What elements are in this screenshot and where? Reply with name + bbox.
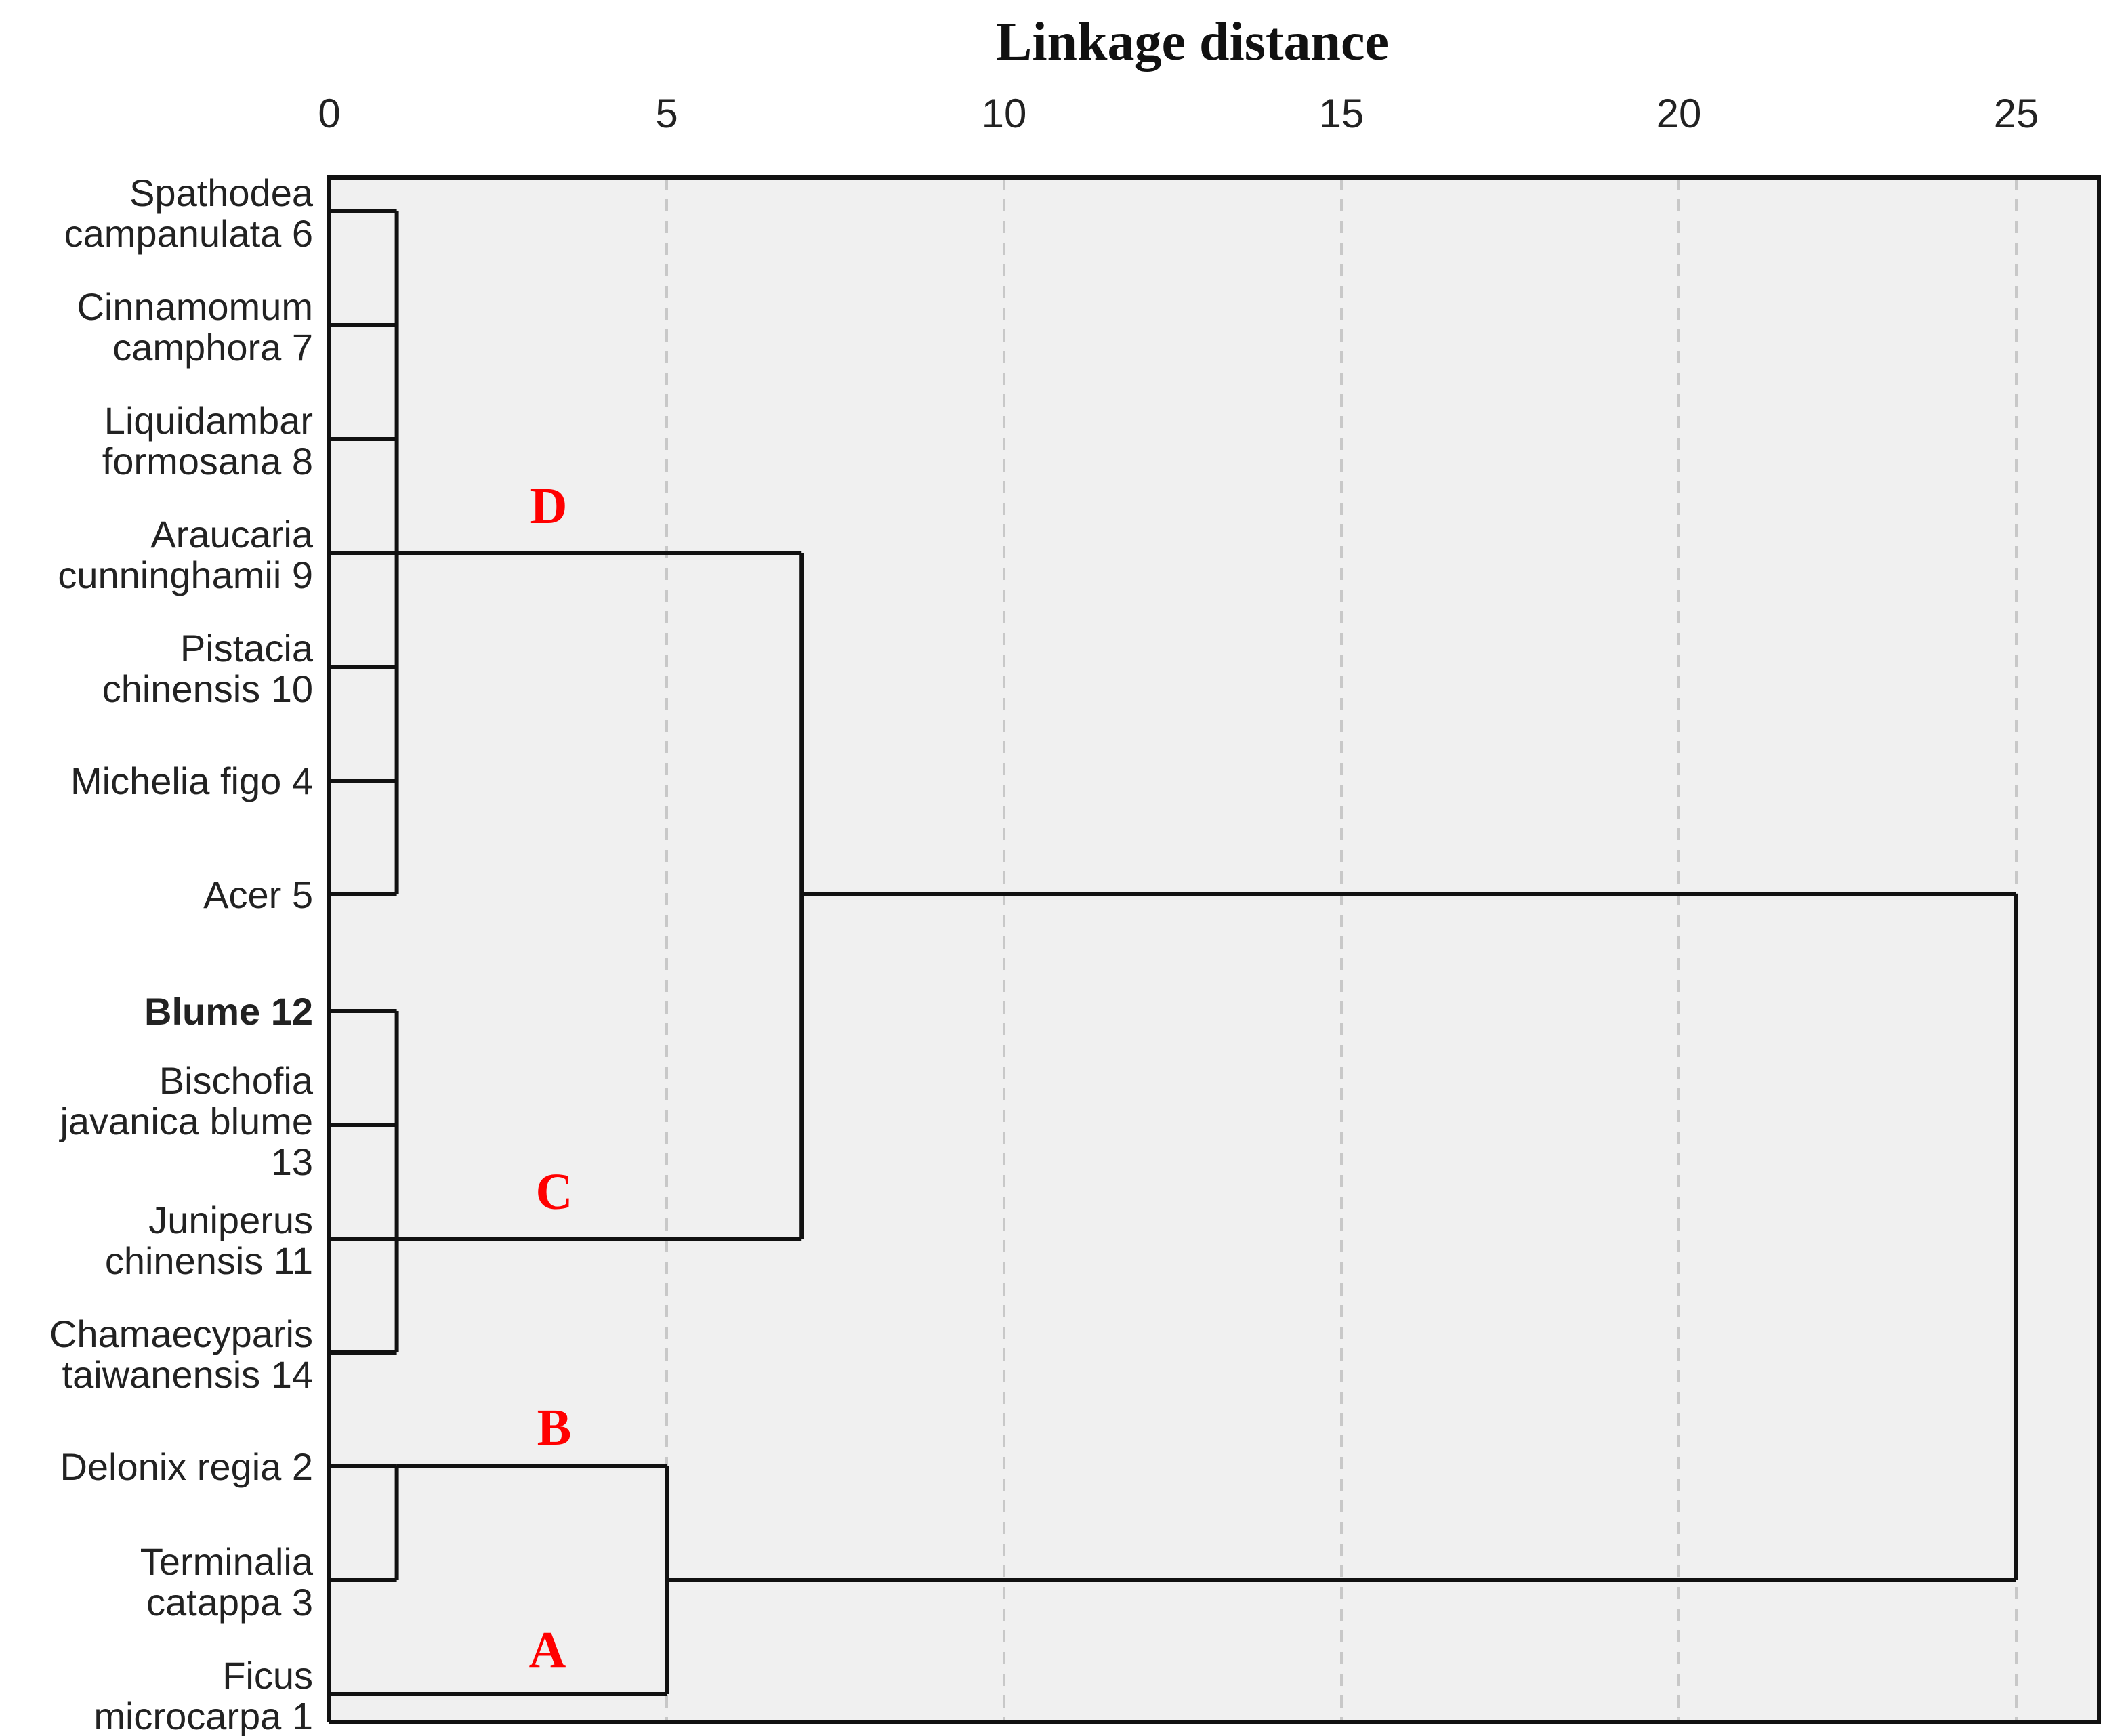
x-tick-label: 20	[1656, 91, 1702, 136]
x-tick-label: 25	[1994, 91, 2039, 136]
leaf-label: Juniperus	[148, 1199, 313, 1241]
x-tick-label: 0	[318, 91, 340, 136]
leaf-label: 13	[271, 1140, 313, 1183]
cluster-label: D	[530, 478, 568, 535]
leaf-label: Liquidambar	[104, 399, 313, 442]
leaf-label: formosana 8	[102, 440, 313, 482]
leaf-label: Delonix regia 2	[60, 1445, 313, 1488]
leaf-label: javanica blume	[58, 1100, 313, 1142]
cluster-label: C	[536, 1163, 573, 1220]
x-axis-ticks: 0 5 10 15 20 25	[318, 91, 2039, 136]
leaf-label: camphora 7	[112, 326, 313, 369]
chart-title: Linkage distance	[996, 12, 1389, 72]
plot-frame	[327, 175, 2101, 1724]
leaf-label: Pistacia	[180, 627, 314, 669]
leaf-label: cunninghamii 9	[58, 554, 313, 596]
plot-area	[329, 178, 2099, 1722]
leaf-label: chinensis 11	[105, 1239, 313, 1282]
leaf-label: taiwanensis 14	[62, 1353, 313, 1396]
leaf-label: Acer 5	[203, 873, 313, 916]
x-tick-label: 15	[1319, 91, 1364, 136]
dendrogram-links	[329, 209, 2018, 1696]
leaf-label: Araucaria	[150, 513, 314, 556]
x-tick-label: 10	[982, 91, 1027, 136]
leaf-label: Spathodea	[129, 171, 314, 214]
leaf-label: microcarpa 1	[93, 1695, 313, 1736]
leaf-label: Michelia figo 4	[70, 760, 313, 802]
leaf-label: Cinnamomum	[77, 285, 313, 328]
leaf-label: catappa 3	[146, 1581, 313, 1624]
x-tick-label: 5	[655, 91, 678, 136]
leaf-label: chinensis 10	[102, 667, 313, 710]
leaf-label: campanulata 6	[64, 212, 313, 255]
leaf-label: Chamaecyparis	[49, 1313, 313, 1355]
cluster-labels: D C B A	[529, 478, 573, 1678]
leaf-label: Terminalia	[140, 1540, 314, 1583]
leaf-label: Bischofia	[159, 1059, 314, 1102]
cluster-label: A	[529, 1621, 566, 1678]
cluster-label: B	[537, 1399, 572, 1456]
leaf-label: Blume 12	[144, 990, 313, 1033]
leaf-label: Ficus	[222, 1654, 313, 1697]
